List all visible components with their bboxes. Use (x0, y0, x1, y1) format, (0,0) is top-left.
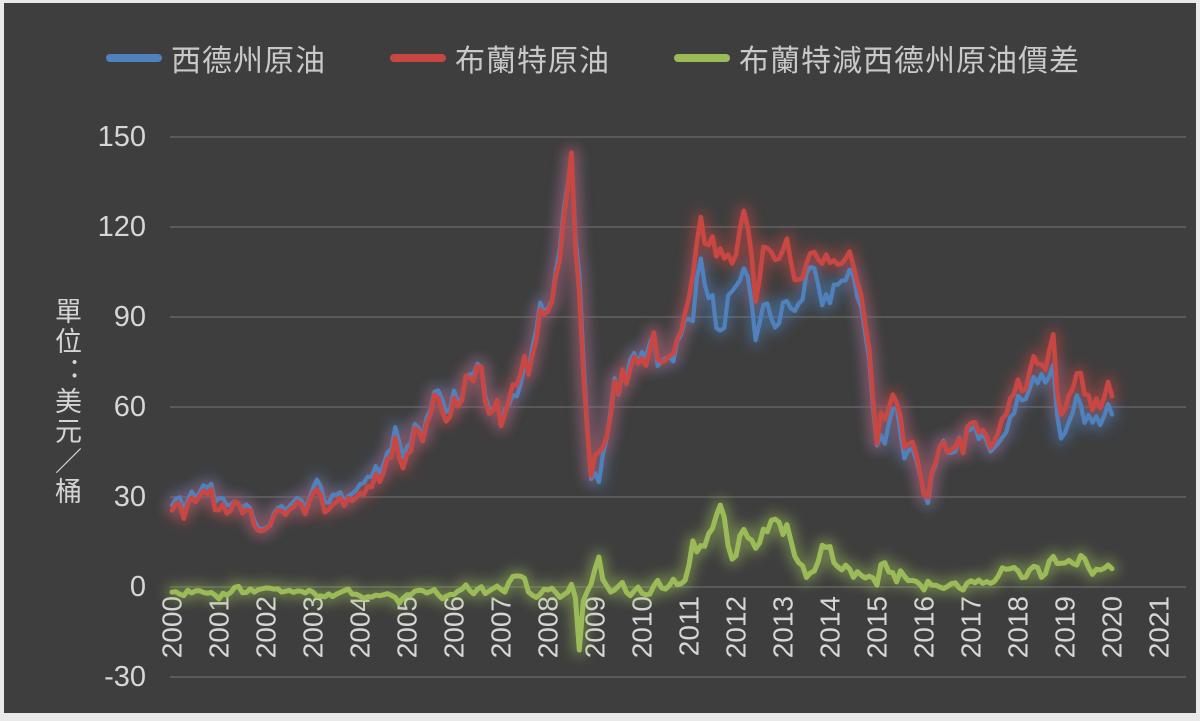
y-axis-tick-labels: 150 120 90 60 30 0 -30 (98, 121, 146, 693)
spread-line (169, 502, 1115, 653)
x-tick-2012: 2012 (721, 596, 752, 658)
y-tick-120: 120 (98, 211, 146, 243)
wti-line-glow (165, 148, 1119, 536)
x-tick-2021: 2021 (1144, 596, 1175, 658)
x-tick-2011: 2011 (674, 596, 705, 656)
y-tick-150: 150 (98, 121, 146, 153)
wti-line (169, 153, 1115, 532)
brent-line (169, 150, 1115, 534)
legend-item-brent: 布蘭特原油 (390, 36, 610, 80)
legend-item-wti: 西德州原油 (106, 36, 326, 80)
y-tick-0: 0 (130, 571, 146, 603)
x-tick-2004: 2004 (345, 596, 376, 658)
x-tick-2001: 2001 (204, 596, 235, 658)
brent-line-swatch (390, 54, 446, 62)
y-axis-title: 單位：美元／桶 (51, 297, 81, 507)
x-tick-2003: 2003 (298, 596, 329, 658)
spread-line-swatch (674, 54, 730, 62)
chart-legend: 西德州原油 布蘭特原油 布蘭特減西德州原油價差 (106, 36, 1080, 80)
brent-legend-label: 布蘭特原油 (455, 45, 610, 78)
y-tick-60: 60 (114, 391, 146, 423)
y-tick--30: -30 (104, 661, 146, 693)
x-tick-2014: 2014 (815, 596, 846, 658)
x-tick-2010: 2010 (627, 596, 658, 658)
data-series (165, 146, 1119, 657)
x-axis-tick-labels: 2000 2001 2002 2003 2004 2005 2006 2007 2008 2009… (157, 596, 1175, 658)
x-tick-2007: 2007 (486, 596, 517, 658)
wti-legend-label: 西德州原油 (171, 45, 326, 78)
x-tick-2015: 2015 (862, 596, 893, 658)
x-tick-2017: 2017 (956, 596, 987, 658)
x-tick-2018: 2018 (1003, 596, 1034, 658)
y-tick-30: 30 (114, 481, 146, 513)
wti-line-swatch (106, 54, 162, 62)
x-tick-2002: 2002 (251, 596, 282, 658)
x-tick-2019: 2019 (1050, 596, 1081, 658)
legend-item-spread: 布蘭特減西德州原油價差 (674, 36, 1080, 80)
x-tick-2016: 2016 (909, 596, 940, 658)
y-tick-90: 90 (114, 301, 146, 333)
x-tick-2013: 2013 (768, 596, 799, 658)
x-tick-2020: 2020 (1097, 596, 1128, 658)
x-tick-2006: 2006 (439, 596, 470, 658)
x-tick-2008: 2008 (533, 596, 564, 658)
brent-line-glow (165, 146, 1119, 538)
spread-legend-label: 布蘭特減西德州原油價差 (739, 45, 1080, 78)
x-tick-2000: 2000 (157, 596, 188, 658)
